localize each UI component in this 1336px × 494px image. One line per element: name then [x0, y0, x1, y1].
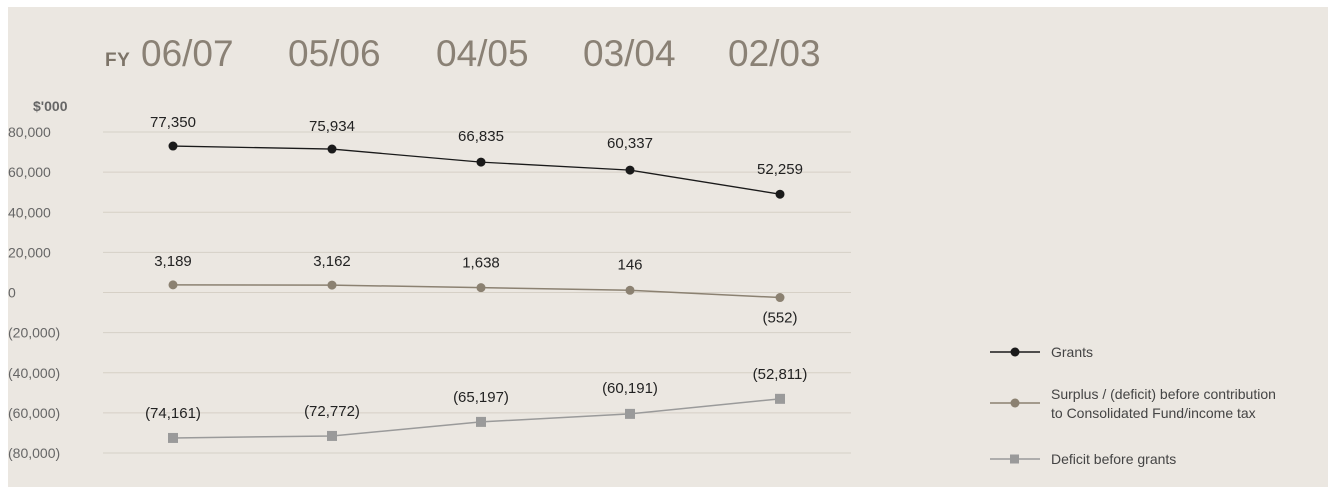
fy-prefix: FY [105, 50, 130, 71]
series-line-0 [172, 145, 781, 195]
data-point [775, 393, 785, 404]
legend-label: Grants [1051, 344, 1093, 360]
header-year-2: 04/05 [436, 33, 529, 74]
data-point [168, 432, 178, 443]
data-label: (72,772) [304, 403, 360, 420]
data-label: (52,811) [753, 366, 808, 383]
data-point [476, 416, 486, 427]
data-point [168, 280, 178, 290]
data-point [476, 283, 486, 293]
series-lines [168, 141, 785, 443]
header-year-3: 03/04 [583, 33, 676, 74]
y-tick-label: 0 [8, 285, 16, 301]
data-point [476, 157, 486, 167]
legend-marker [1010, 454, 1019, 464]
header-year-4: 02/03 [728, 33, 821, 74]
data-label: (74,161) [145, 405, 201, 422]
data-labels: 77,350 75,934 66,835 60,337 52,259 3,189 3,162… [145, 114, 807, 422]
data-point [775, 189, 785, 199]
data-label: (65,197) [453, 389, 509, 406]
legend-label-line: to Consolidated Fund/income tax [1051, 405, 1256, 421]
data-point [327, 144, 337, 154]
data-point [625, 408, 635, 419]
data-label: (60,191) [602, 380, 658, 397]
y-tick-label: 80,000 [8, 124, 51, 140]
legend-marker [1010, 347, 1020, 357]
data-point [775, 293, 785, 303]
y-axis-unit-label: $'000 [33, 98, 68, 114]
data-label: 66,835 [458, 128, 504, 145]
data-point [168, 141, 178, 151]
series-line-1 [172, 284, 781, 299]
y-tick-label: (20,000) [8, 325, 60, 341]
data-point [327, 280, 337, 290]
data-label: 77,350 [150, 114, 196, 131]
data-label: 75,934 [309, 118, 355, 135]
header-year-0: 06/07 [141, 33, 234, 74]
legend-label: Deficit before grants [1051, 451, 1176, 467]
legend-label-line: Surplus / (deficit) before contribution [1051, 386, 1276, 402]
gridlines [103, 131, 851, 454]
y-tick-label: 40,000 [8, 204, 51, 220]
data-point [327, 430, 337, 441]
y-tick-label: (40,000) [8, 365, 60, 381]
y-tick-label: 60,000 [8, 164, 51, 180]
y-axis-ticks: 80,000 60,000 40,000 20,000 0 (20,000) (40,000… [8, 124, 60, 461]
data-point [625, 285, 635, 295]
data-label: 146 [617, 256, 642, 273]
line-chart: FY 06/07 05/06 04/05 03/04 02/03 $'000 80,00… [8, 33, 1276, 467]
data-label: 3,162 [313, 253, 351, 270]
y-tick-label: (60,000) [8, 405, 60, 421]
data-label: 1,638 [462, 255, 500, 272]
legend: Grants Surplus / (deficit) before contrib… [990, 344, 1276, 467]
data-label: (552) [762, 310, 797, 327]
data-point [625, 165, 635, 175]
chart-panel: FY 06/07 05/06 04/05 03/04 02/03 $'000 80,00… [8, 7, 1328, 487]
fiscal-year-header: FY 06/07 05/06 04/05 03/04 02/03 [105, 33, 821, 74]
data-label: 3,189 [154, 253, 192, 270]
y-tick-label: (80,000) [8, 445, 60, 461]
data-label: 52,259 [757, 161, 803, 178]
legend-marker [1010, 398, 1020, 408]
header-year-1: 05/06 [288, 33, 381, 74]
y-tick-label: 20,000 [8, 244, 51, 260]
data-label: 60,337 [607, 135, 653, 152]
